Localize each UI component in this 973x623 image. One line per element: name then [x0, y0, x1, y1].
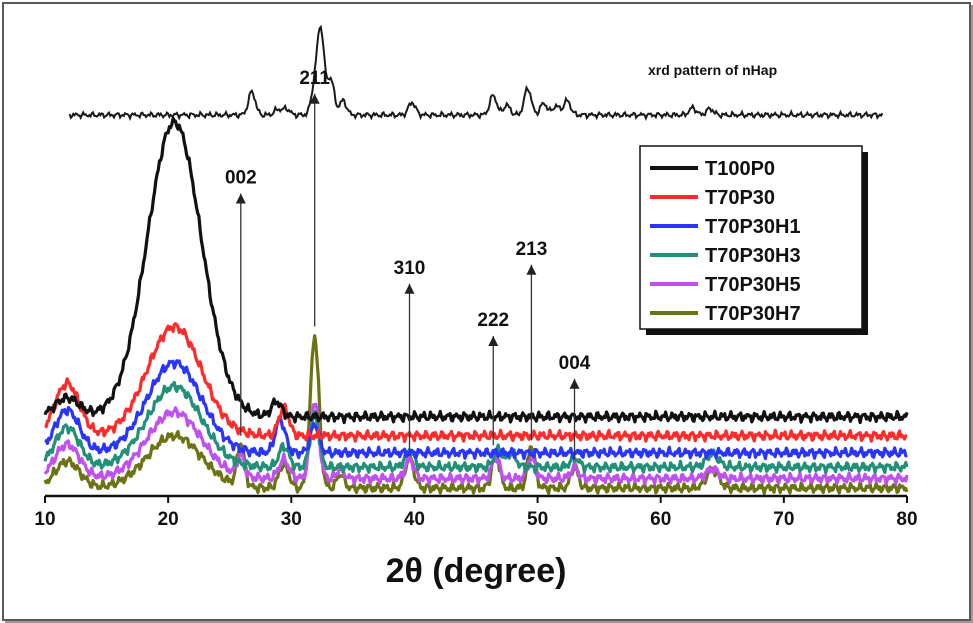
peak-label-002: 002 [225, 168, 257, 189]
legend-label-t70p30h1: T70P30H1 [705, 216, 801, 238]
peak-label-222: 222 [477, 310, 509, 331]
legend-box [639, 145, 863, 330]
reference-pattern-line [68, 24, 884, 122]
peak-arrowhead-002 [235, 193, 246, 204]
x-tick-label-40: 40 [404, 509, 425, 530]
x-tick-label-30: 30 [281, 509, 302, 530]
peak-arrowhead-213 [526, 264, 537, 275]
legend-label-t70p30: T70P30 [705, 187, 775, 209]
legend-label-t100p0: T100P0 [705, 158, 775, 180]
reference-pattern-label: xrd pattern of nHap [648, 62, 777, 78]
series-line-t70p30h1 [44, 359, 908, 461]
peak-arrowhead-211 [309, 93, 320, 104]
series-line-t70p30h3 [43, 380, 909, 475]
x-axis-title: 2θ (degree) [386, 552, 567, 590]
x-axis-ticks: 10 20 30 40 50 60 70 80 [34, 496, 918, 530]
x-tick-label-70: 70 [773, 509, 794, 530]
legend: T100P0 T70P30 T70P30H1 T70P30H3 T70P30H5 T70P… [639, 145, 868, 335]
peak-label-310: 310 [394, 258, 426, 279]
legend-label-t70p30h5: T70P30H5 [705, 274, 801, 296]
peak-annotations: 002 211 310 222 213 004 [225, 68, 591, 460]
peak-label-004: 004 [559, 353, 591, 374]
x-tick-label-60: 60 [650, 509, 671, 530]
legend-label-t70p30h3: T70P30H3 [705, 245, 801, 267]
series-line-t70p30 [44, 322, 908, 444]
series-line-t70p30h7 [43, 334, 909, 496]
peak-label-211: 211 [299, 68, 330, 89]
series-lines [43, 116, 909, 496]
series-line-t70p30h5 [43, 402, 909, 486]
x-tick-label-50: 50 [527, 509, 548, 530]
peak-label-213: 213 [516, 239, 548, 260]
peak-arrowhead-004 [569, 378, 580, 389]
peak-arrowhead-310 [404, 283, 415, 294]
peak-arrowhead-222 [488, 336, 499, 346]
x-tick-label-80: 80 [896, 509, 917, 530]
reference-pattern [68, 24, 884, 122]
x-tick-label-20: 20 [158, 509, 179, 530]
series-line-t100p0 [43, 116, 909, 425]
legend-label-t70p30h7: T70P30H7 [705, 303, 801, 325]
x-tick-label-10: 10 [34, 509, 55, 530]
